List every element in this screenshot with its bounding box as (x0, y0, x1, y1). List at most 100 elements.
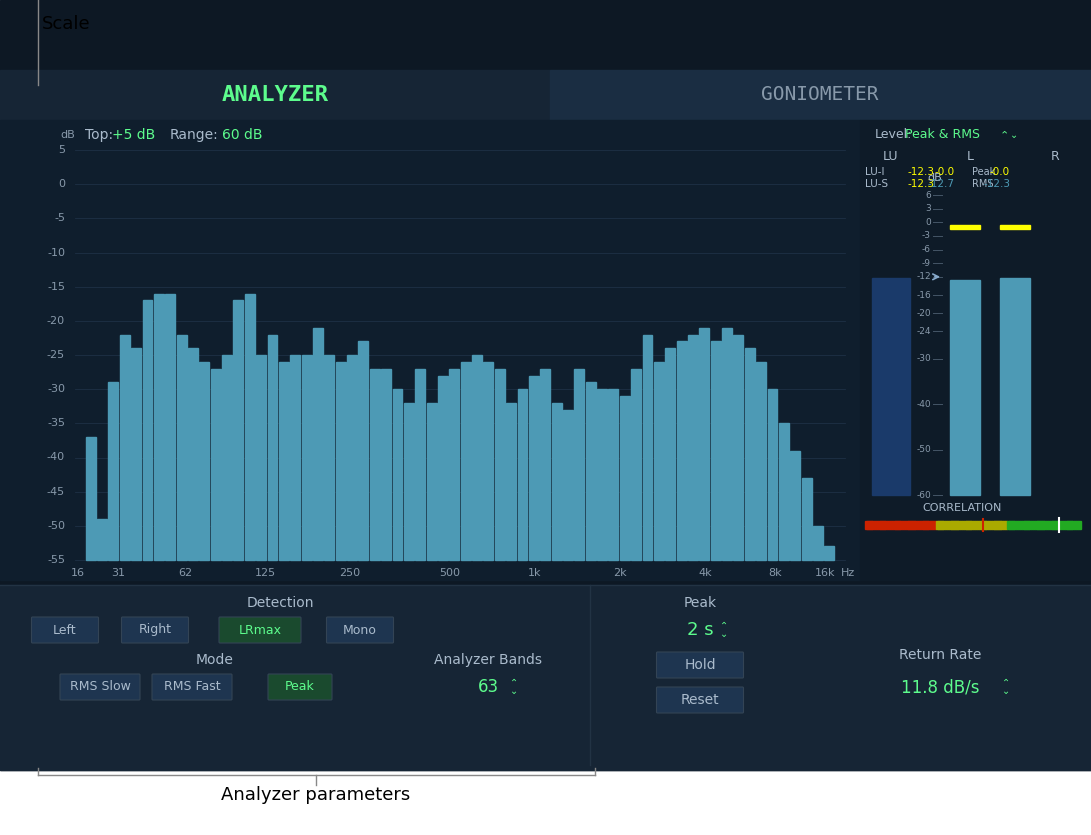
Bar (983, 521, 986, 529)
Bar (1035, 521, 1038, 529)
Bar (916, 521, 920, 529)
Text: R: R (1051, 150, 1059, 164)
Text: RMS Fast: RMS Fast (164, 681, 220, 694)
Bar (1052, 521, 1055, 529)
Bar (733, 335, 743, 560)
Bar (506, 402, 516, 560)
Text: Reset: Reset (681, 693, 719, 707)
FancyBboxPatch shape (326, 617, 394, 643)
FancyBboxPatch shape (60, 674, 140, 700)
Bar (166, 293, 176, 560)
Bar (517, 389, 527, 560)
Text: 31: 31 (111, 568, 125, 578)
Text: -10: -10 (47, 247, 65, 257)
Bar (910, 521, 913, 529)
Text: +5 dB: +5 dB (112, 128, 155, 142)
Text: LU: LU (883, 150, 898, 164)
Bar (1027, 521, 1029, 529)
Bar (912, 521, 915, 529)
Text: LRmax: LRmax (239, 624, 281, 636)
Text: ANALYZER: ANALYZER (221, 85, 328, 105)
Text: Left: Left (53, 624, 76, 636)
Bar (1014, 521, 1016, 529)
Text: Hz: Hz (841, 568, 855, 578)
Bar (1056, 521, 1059, 529)
Text: -15: -15 (47, 281, 65, 291)
Text: Right: Right (139, 624, 171, 636)
Bar (0, 70, 550, 120)
Bar (802, 478, 812, 560)
Text: -12: -12 (916, 272, 931, 281)
Bar (1063, 521, 1066, 529)
Text: ⌃
⌄: ⌃ ⌄ (509, 678, 518, 696)
Bar (563, 410, 573, 560)
Bar (994, 521, 997, 529)
Bar (943, 521, 945, 529)
Text: -0.0: -0.0 (990, 167, 1010, 177)
Bar (860, 120, 1091, 580)
Text: Mono: Mono (343, 624, 376, 636)
Bar (256, 355, 266, 560)
Bar (825, 546, 835, 560)
Bar (1005, 521, 1007, 529)
Bar (449, 369, 459, 560)
Bar (1043, 521, 1046, 529)
Bar (1045, 521, 1048, 529)
Bar (540, 369, 550, 560)
Bar (666, 348, 675, 560)
Bar (956, 521, 958, 529)
Text: Hold: Hold (684, 658, 716, 672)
Text: -6: -6 (922, 245, 931, 254)
Text: Level:: Level: (875, 129, 912, 141)
Text: -30: -30 (916, 354, 931, 363)
Bar (1071, 521, 1074, 529)
Bar (1058, 521, 1062, 529)
Text: dB: dB (60, 130, 75, 140)
Bar (932, 521, 934, 529)
Text: -24: -24 (916, 326, 931, 336)
Bar (1029, 521, 1031, 529)
Bar (108, 382, 118, 560)
Text: -40: -40 (47, 453, 65, 463)
Bar (1065, 521, 1068, 529)
Bar (934, 521, 936, 529)
Bar (887, 521, 889, 529)
Text: 4k: 4k (698, 568, 711, 578)
FancyBboxPatch shape (152, 674, 232, 700)
Bar (1003, 521, 1005, 529)
Bar (1078, 521, 1080, 529)
Bar (0, 585, 1091, 770)
Bar (574, 369, 585, 560)
Text: LU-I: LU-I (865, 167, 885, 177)
Bar (437, 376, 448, 560)
Bar (676, 342, 686, 560)
Text: -12.3: -12.3 (983, 179, 1010, 189)
Bar (925, 521, 927, 529)
Text: 6: 6 (925, 190, 931, 200)
Bar (131, 348, 141, 560)
Text: Return Rate: Return Rate (899, 648, 981, 662)
Bar (947, 521, 949, 529)
Bar (872, 521, 874, 529)
Bar (945, 521, 947, 529)
Bar (985, 521, 988, 529)
Bar (313, 327, 323, 560)
Text: 0: 0 (58, 180, 65, 190)
Bar (620, 396, 630, 560)
Bar (1024, 521, 1027, 529)
Text: ⌄: ⌄ (1010, 130, 1018, 140)
Bar (177, 335, 187, 560)
Bar (745, 348, 755, 560)
Text: -12.3: -12.3 (907, 179, 934, 189)
Text: -9: -9 (922, 259, 931, 268)
Bar (1009, 521, 1011, 529)
Bar (921, 521, 924, 529)
Text: 60 dB: 60 dB (221, 128, 263, 142)
Text: Peak: Peak (285, 681, 315, 694)
Bar (908, 521, 911, 529)
Bar (790, 451, 800, 560)
Bar (632, 369, 642, 560)
Bar (1047, 521, 1051, 529)
Bar (1000, 521, 1003, 529)
Bar (903, 521, 907, 529)
